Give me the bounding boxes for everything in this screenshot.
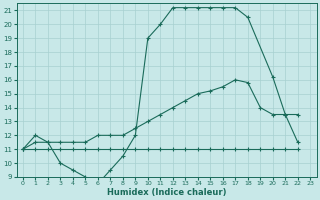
X-axis label: Humidex (Indice chaleur): Humidex (Indice chaleur) xyxy=(107,188,226,197)
